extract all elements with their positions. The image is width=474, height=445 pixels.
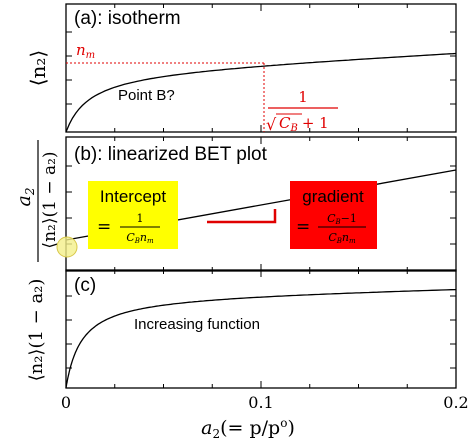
slope-marker bbox=[207, 209, 277, 224]
intercept-den-sub: B bbox=[134, 237, 140, 245]
intercept-den-main: C bbox=[126, 231, 135, 244]
increasing-annotation: Increasing function bbox=[134, 316, 260, 333]
panel-b-ylabel-num-main: a bbox=[13, 195, 35, 206]
x-axis-label-close: ) bbox=[287, 417, 294, 439]
point-b-annotation: Point B? bbox=[118, 87, 175, 104]
x-axis-label-main: a bbox=[201, 417, 212, 439]
gradient-num-tail: −1 bbox=[341, 212, 357, 225]
gradient-num: CB−1 bbox=[327, 212, 357, 226]
gradient-num-main: C bbox=[327, 212, 336, 225]
panel-a-label: (a): isotherm bbox=[74, 8, 181, 29]
increasing-curve bbox=[65, 288, 457, 389]
x-tick-label: 0.2 bbox=[443, 393, 468, 412]
panel-b-ylabel-denominator: ⟨n₂⟩(1 − a₂) bbox=[40, 151, 60, 248]
nm-label-sub: m bbox=[86, 50, 95, 61]
intercept-marker bbox=[56, 236, 78, 258]
formula-denominator: CB + 1 bbox=[279, 114, 329, 134]
intercept-title: Intercept bbox=[100, 187, 166, 206]
panel-c-ticks bbox=[65, 270, 457, 388]
intercept-den: CBnm bbox=[126, 231, 154, 245]
panel-b-ylabel-num-sub: 2 bbox=[23, 188, 37, 197]
isotherm-curve bbox=[65, 52, 457, 133]
formula-den-main: C bbox=[279, 114, 291, 132]
point-b-formula: 1 √ CB + 1 bbox=[266, 88, 338, 134]
x-tick-label: 0 bbox=[61, 393, 71, 412]
x-tick-label: 0.1 bbox=[248, 393, 273, 412]
formula-den-tail: + 1 bbox=[302, 114, 329, 132]
gradient-box: gradient = CB−1 CBnm bbox=[290, 181, 377, 249]
panel-a: (a): isotherm ⟨n₂⟩ nm Point B? 1 √ CB + 1 bbox=[26, 3, 457, 134]
panel-c-frame bbox=[65, 269, 457, 389]
gradient-eq: = bbox=[296, 217, 310, 237]
gradient-den-tail-sub: m bbox=[349, 237, 356, 245]
nm-label-main: n bbox=[76, 41, 86, 59]
gradient-den-tail: n bbox=[342, 231, 349, 244]
intercept-num: 1 bbox=[137, 212, 144, 225]
intercept-den-tail: n bbox=[140, 231, 147, 244]
gradient-den: CBnm bbox=[328, 231, 356, 245]
x-tick-labels: 0 0.1 0.2 bbox=[61, 393, 469, 412]
gradient-den-sub: B bbox=[336, 237, 342, 245]
gradient-den-main: C bbox=[328, 231, 337, 244]
nm-label: nm bbox=[76, 41, 95, 61]
intercept-den-tail-sub: m bbox=[147, 237, 154, 245]
panel-c: (c) ⟨n₂⟩(1 − a₂) Increasing function 0 0.… bbox=[26, 269, 469, 441]
panel-b-label: (b): linearized BET plot bbox=[74, 144, 268, 165]
panel-b: (b): linearized BET plot a2 ⟨n₂⟩(1 − a₂)… bbox=[13, 136, 457, 272]
gradient-num-sub: B bbox=[335, 218, 341, 226]
gradient-title: gradient bbox=[302, 187, 364, 206]
panel-b-ylabel: a2 ⟨n₂⟩(1 − a₂) bbox=[13, 140, 60, 262]
formula-den-sub: B bbox=[289, 123, 297, 134]
gradient-box-bg bbox=[290, 181, 377, 249]
panel-a-ylabel: ⟨n₂⟩ bbox=[26, 50, 50, 87]
intercept-box: Intercept = 1 CBnm bbox=[88, 181, 178, 249]
panel-b-ylabel-numerator: a2 bbox=[13, 188, 37, 207]
panel-c-label: (c) bbox=[74, 275, 96, 296]
x-axis-label-sup: o bbox=[280, 416, 287, 430]
formula-sqrt-symbol: √ bbox=[266, 115, 277, 134]
panel-c-ylabel: ⟨n₂⟩(1 − a₂) bbox=[26, 279, 47, 382]
x-axis-label: a2(= p/po) bbox=[201, 416, 295, 441]
formula-numerator: 1 bbox=[298, 88, 308, 106]
panel-a-ticks bbox=[65, 4, 457, 132]
x-axis-label-tail: (= p/p bbox=[220, 417, 280, 439]
intercept-eq: = bbox=[97, 217, 111, 237]
x-axis-label-sub: 2 bbox=[212, 427, 220, 441]
intercept-box-bg bbox=[88, 181, 178, 249]
